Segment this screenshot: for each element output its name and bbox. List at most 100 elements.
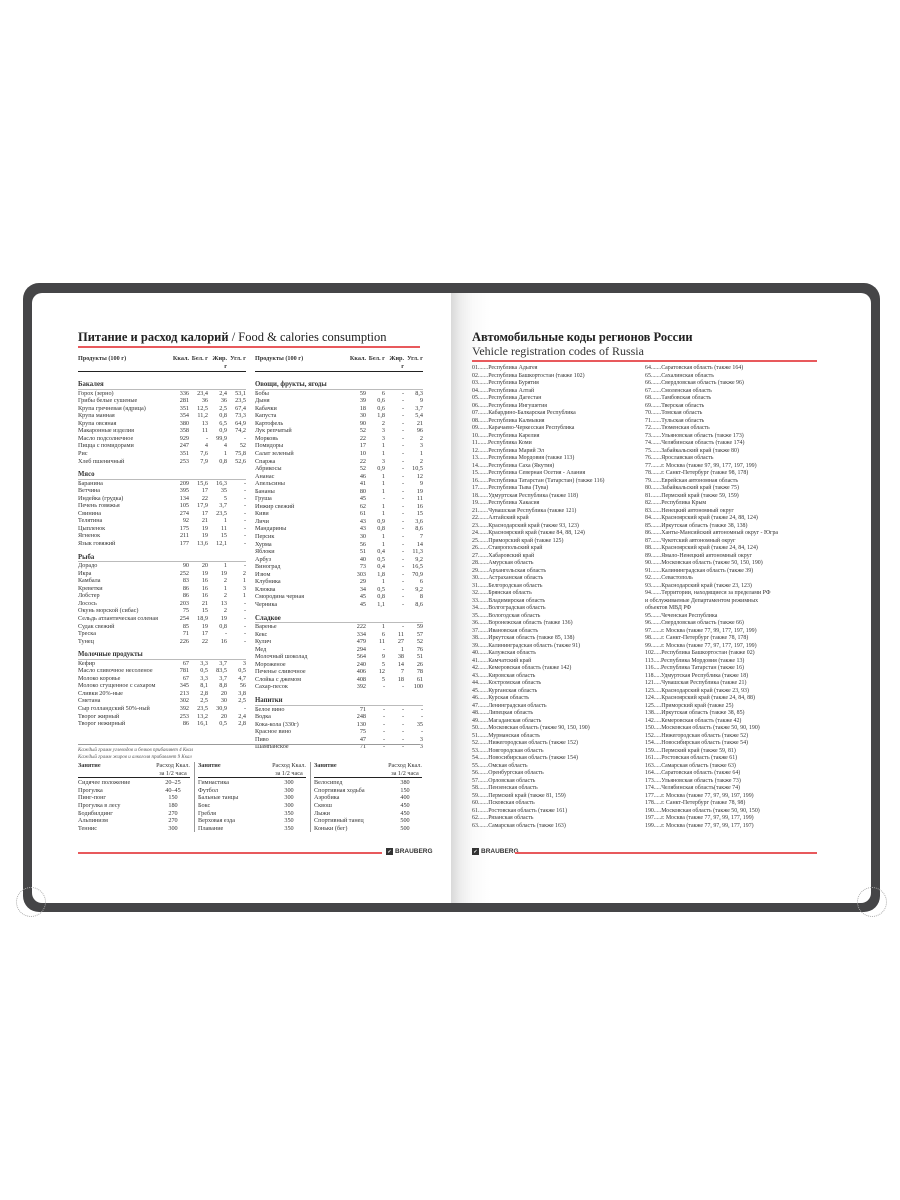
region-code-item: 02.......Республика Башкортостан (также …	[472, 372, 585, 379]
nutrient-value: 100	[413, 683, 423, 691]
product-name: Шампанское	[255, 743, 289, 751]
nutrient-value: 392	[179, 704, 189, 712]
product-name: Молочный шоколад	[255, 653, 308, 661]
region-code-item: 55.......Омская область	[472, 762, 528, 769]
nutrient-value: 62	[359, 502, 366, 510]
nutrient-value: 19	[201, 524, 208, 532]
activity-header: Занятие Расход Ккал. за 1/2 часа	[314, 762, 422, 779]
nutrient-value: 30	[359, 533, 366, 541]
table-row: Спаржа 22 3 - 2	[255, 458, 423, 466]
nutrient-value: 2,8	[238, 720, 246, 728]
nutrient-value: 5	[381, 675, 385, 683]
region-code-item: 190.....Московская область (также 50, 90…	[645, 807, 760, 814]
nutrient-value: -	[243, 509, 246, 517]
nutrient-value: 67	[182, 659, 189, 667]
table-row: Клубника 29 1 - 6	[255, 578, 423, 586]
product-name: Лук репчатый	[255, 427, 292, 435]
activity-kcal: 350	[284, 824, 294, 832]
nutrient-value: 6	[419, 578, 423, 586]
product-name: Творог нежирный	[78, 720, 126, 728]
nutrient-value: 3	[419, 442, 423, 450]
nutrient-value: 336	[179, 389, 189, 397]
nutrient-value: 11,3	[412, 548, 423, 556]
region-code-item: 05.......Республика Дагестан	[472, 395, 542, 401]
table-row: Камбала 83 16 2 1	[78, 577, 246, 585]
right-page	[451, 293, 887, 917]
product-name: Молоко сгущенное с сахаром	[78, 682, 156, 690]
nutrient-value: -	[401, 510, 404, 518]
nutrient-value: 61	[359, 510, 366, 518]
nutrient-value: -	[243, 637, 246, 645]
table-row: Ветчина 395 17 35 -	[78, 487, 246, 495]
region-code-item: 163.....Самарская область (также 63)	[645, 762, 736, 769]
column-header: Жир. г	[389, 355, 404, 370]
nutrient-value: -	[401, 397, 404, 405]
table-row: Крупа гречневая (ядрица) 351 12,5 2,5 67,4	[78, 405, 246, 413]
product-name: Хурма	[255, 540, 272, 548]
nutrient-value: 57	[416, 630, 423, 638]
table-row: Хурма 56 1 - 14	[255, 541, 423, 549]
nutrient-value: 39	[359, 397, 366, 405]
product-name: Баранина	[78, 479, 103, 487]
nutrient-value: -	[382, 720, 385, 728]
nutrient-value: 52	[359, 427, 366, 435]
product-name: Крупа манная	[78, 412, 115, 420]
nutrient-value: 30	[359, 412, 366, 420]
activity-kcal: 350	[284, 809, 294, 817]
nutrient-value: -	[401, 404, 404, 412]
table-row: Гимнастика 300	[198, 779, 306, 787]
nutrient-value: 51	[416, 653, 423, 661]
region-code-item: 70.......Томская область	[645, 410, 703, 416]
table-row: Мороженое 240 5 14 26	[255, 661, 423, 669]
nutrient-value: 46	[359, 472, 366, 480]
nutrient-value: 1	[381, 487, 385, 495]
region-code-item: 29.......Архангельская область	[472, 567, 547, 574]
table-row: Дыня 39 0,6 - 9	[255, 397, 423, 405]
region-code-item: 72.......Тюменская область	[645, 425, 710, 431]
nutrient-value: 345	[179, 682, 189, 690]
nutrient-value: 23,5	[197, 704, 208, 712]
region-code-item: 03.......Республика Бурятия	[472, 380, 539, 386]
nutrient-value: -	[243, 607, 246, 615]
page-title: Питание и расход калорий / Food & calori…	[78, 330, 387, 345]
activity-kcal: 300	[284, 786, 294, 794]
region-code-item: 97.......г. Москва (также 77, 99, 177, 1…	[645, 627, 757, 634]
table-row: Кефир 67 3,3 3,7 3	[78, 660, 246, 668]
nutrient-value: 8,3	[415, 389, 423, 397]
table-row: Икра 252 19 19 2	[78, 570, 246, 578]
table-row: Тунец 226 22 16 -	[78, 638, 246, 646]
nutrient-value: 177	[179, 540, 189, 548]
region-code-item: 80.......Забайкальский край (также 75)	[645, 485, 739, 491]
region-code-item: 17.......Республика Тыва (Тува)	[472, 485, 549, 491]
nutrient-value: 6	[381, 389, 385, 397]
nutrient-value: 20	[220, 712, 227, 720]
section-heading: Молочные продукты	[78, 651, 246, 660]
region-code-item: 83.......Ненецкий автономный округ	[645, 507, 734, 514]
nutrient-value: 130	[356, 720, 366, 728]
nutrient-value: 253	[179, 457, 189, 465]
product-name: Белое вино	[255, 705, 285, 713]
region-code-item: 06.......Республика Ингушетия	[472, 402, 547, 409]
product-name: Ягненок	[78, 532, 101, 540]
table-row: Варенье 222 1 - 59	[255, 623, 423, 631]
nutrient-value: 929	[179, 434, 189, 442]
product-name: Язык говяжий	[78, 540, 116, 548]
region-code-item: 12.......Республика Марий Эл	[472, 447, 544, 454]
nutrient-value: 40	[359, 555, 366, 563]
nutrient-value: -	[401, 502, 404, 510]
region-code-item: 113.....Республика Мордовия (также 13)	[645, 657, 745, 664]
nutrient-value: 12,1	[216, 540, 227, 548]
nutrient-value: 19	[416, 487, 423, 495]
region-code-item: 04.......Республика Алтай	[472, 387, 535, 394]
nutrient-value: -	[243, 487, 246, 495]
region-code-item: 93.......Краснодарский край (также 23, 1…	[645, 582, 752, 589]
table-row: Спортивный танец 500	[314, 817, 422, 825]
region-code-item: 44.......Костромская область	[472, 680, 542, 686]
nutrient-value: 0,6	[377, 404, 385, 412]
nutrient-value: 1,1	[377, 600, 385, 608]
nutrient-value: -	[382, 728, 385, 736]
nutrient-value: -	[401, 412, 404, 420]
nutrient-value: -	[243, 614, 246, 622]
activity-name: Коньки (бег)	[314, 824, 348, 832]
nutrient-value: 34	[359, 585, 366, 593]
